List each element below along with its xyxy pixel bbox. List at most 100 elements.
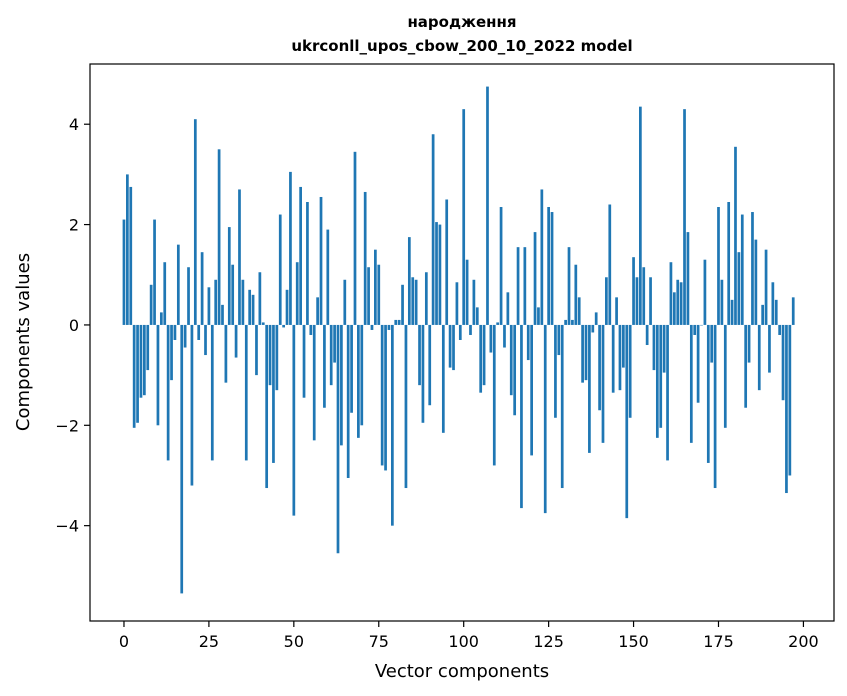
bar: [136, 324, 139, 423]
x-tick-label: 200: [788, 632, 819, 651]
bar: [689, 324, 693, 443]
bar: [122, 219, 126, 325]
y-tick-label: 2: [69, 216, 79, 235]
bar: [292, 324, 296, 516]
bar: [394, 319, 398, 325]
bar: [622, 324, 625, 368]
bar: [550, 212, 554, 325]
bar: [479, 324, 483, 393]
bar: [377, 264, 381, 325]
bar: [251, 294, 255, 325]
bar: [231, 264, 235, 325]
bar: [564, 319, 567, 325]
bar: [543, 324, 547, 514]
bar: [340, 324, 343, 446]
bar: [492, 324, 496, 466]
bar: [448, 324, 452, 368]
bar: [533, 232, 537, 325]
bar: [414, 279, 418, 325]
bar: [669, 262, 673, 325]
bar: [261, 322, 265, 325]
bar: [652, 324, 656, 371]
bar: [363, 191, 367, 325]
bar: [244, 324, 248, 461]
bar: [635, 277, 639, 325]
bar: [713, 324, 717, 489]
bar: [489, 324, 493, 353]
bar: [258, 272, 262, 325]
bar: [785, 324, 788, 494]
bar: [737, 252, 741, 325]
bar: [605, 277, 608, 325]
bar: [452, 324, 455, 371]
bar: [720, 279, 724, 325]
bar: [659, 324, 663, 428]
bar: [183, 324, 187, 348]
bar: [367, 267, 370, 325]
bar: [234, 324, 238, 358]
bar: [503, 324, 506, 348]
bar: [584, 324, 588, 381]
bar: [672, 292, 676, 325]
x-tick-label: 50: [284, 632, 304, 651]
bar: [676, 279, 680, 325]
bar: [204, 324, 207, 356]
bar: [431, 134, 435, 325]
bar: [540, 189, 544, 325]
bar: [210, 324, 214, 461]
x-tick-label: 150: [618, 632, 649, 651]
bar: [727, 202, 731, 325]
bar: [567, 247, 571, 325]
bar: [560, 324, 564, 489]
bar: [744, 324, 748, 408]
bar: [581, 324, 584, 383]
bar: [404, 324, 408, 489]
bars: [122, 86, 795, 594]
bar: [537, 307, 540, 325]
bar: [509, 324, 513, 396]
x-tick-label: 25: [199, 632, 219, 651]
y-tick-label: 4: [69, 115, 79, 134]
bar: [319, 196, 323, 325]
bar: [768, 324, 771, 373]
bar: [384, 324, 387, 471]
bar: [357, 324, 360, 438]
bar: [176, 244, 180, 325]
bar: [577, 297, 581, 325]
bar: [615, 297, 618, 325]
bar: [598, 324, 601, 411]
bar: [639, 106, 642, 325]
x-axis-ticks: 0 25 50 75 100 125 150 175 200: [119, 621, 819, 651]
bar: [655, 324, 659, 438]
bar: [781, 324, 785, 401]
bar: [693, 324, 697, 335]
bar: [333, 324, 336, 363]
bar: [526, 324, 530, 361]
bar: [588, 324, 591, 453]
bar: [132, 324, 136, 428]
bar: [190, 324, 194, 486]
bar: [482, 324, 486, 386]
bar: [632, 257, 635, 325]
bar: [187, 267, 190, 325]
bar: [214, 279, 218, 325]
bar: [360, 324, 364, 426]
bar: [506, 292, 510, 325]
bar: [407, 237, 411, 325]
bar: [217, 149, 221, 325]
plot-frame: [89, 63, 835, 622]
bar: [159, 312, 163, 325]
bar: [309, 324, 313, 335]
bar: [751, 212, 754, 325]
bar: [554, 324, 557, 418]
bar: [683, 109, 686, 325]
bar: [778, 324, 781, 335]
bar: [571, 319, 574, 325]
x-tick-label: 75: [369, 632, 389, 651]
bar: [421, 324, 425, 423]
bar: [380, 324, 384, 466]
bar: [679, 282, 683, 325]
bar: [374, 249, 377, 325]
y-axis-ticks: −4 −2 0 2 4: [55, 115, 90, 536]
bar: [761, 304, 765, 325]
